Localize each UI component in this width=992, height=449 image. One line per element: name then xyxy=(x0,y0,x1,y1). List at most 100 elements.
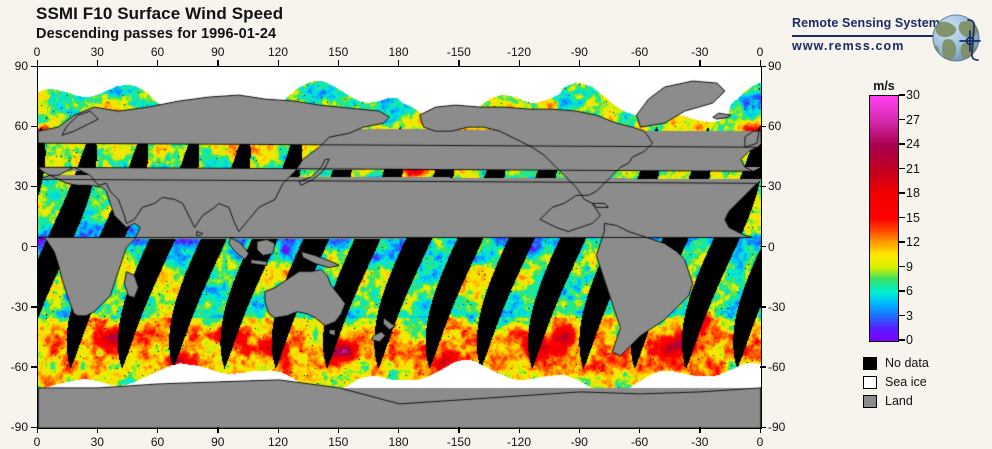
lon-tick-label: 90 xyxy=(211,45,225,59)
lon-tick xyxy=(36,427,38,433)
legend-label-land: Land xyxy=(885,394,913,408)
lat-tick xyxy=(760,65,766,67)
colorbar-tick-label: 18 xyxy=(906,186,920,200)
colorbar-tick-label: 30 xyxy=(906,88,920,102)
lon-tick xyxy=(518,427,520,433)
lon-tick-label: -30 xyxy=(691,45,709,59)
colorbar-tick-label: 15 xyxy=(906,210,920,225)
lon-tick-label: 0 xyxy=(756,45,764,59)
colorbar xyxy=(869,95,899,342)
lon-tick xyxy=(36,60,38,66)
lon-tick-label: 150 xyxy=(328,45,349,59)
lat-tick-label: -90 xyxy=(10,420,28,434)
lon-tick xyxy=(458,427,460,433)
lat-tick-label: 60 xyxy=(14,119,28,134)
lon-tick xyxy=(699,60,701,66)
legend-swatch-no-data xyxy=(863,357,877,370)
lon-tick-label: 30 xyxy=(90,435,104,449)
lon-tick xyxy=(96,427,99,433)
lon-tick-label: 60 xyxy=(150,435,165,449)
lon-tick-label: -90 xyxy=(570,45,588,59)
colorbar-tick-label: 24 xyxy=(906,137,920,151)
lat-tick xyxy=(760,246,766,248)
colorbar-tick xyxy=(899,143,905,145)
lat-tick-label: 60 xyxy=(768,119,782,134)
lat-tick-label: -60 xyxy=(10,359,28,374)
colorbar-tick xyxy=(899,265,905,268)
colorbar-tick xyxy=(899,216,905,219)
colorbar-tick xyxy=(899,94,905,96)
globe-integral-icon xyxy=(932,14,981,62)
colorbar-tick-label: 12 xyxy=(906,235,920,249)
legend-label-no-data: No data xyxy=(885,356,929,370)
lon-tick xyxy=(277,427,279,433)
lon-tick xyxy=(759,427,761,433)
lon-tick-label: -60 xyxy=(630,435,649,449)
lat-tick-label: 90 xyxy=(14,59,28,73)
colorbar-tick xyxy=(899,167,905,170)
lat-tick-label: -90 xyxy=(768,420,786,434)
lon-tick-label: 150 xyxy=(328,435,349,449)
brand-name: Remote Sensing Systems xyxy=(792,16,948,30)
lon-tick xyxy=(398,60,400,66)
brand-divider xyxy=(792,35,940,37)
lon-tick-label: -150 xyxy=(446,45,471,59)
lon-tick xyxy=(578,427,581,433)
lon-tick xyxy=(157,60,159,66)
lon-tick-label: -30 xyxy=(691,435,709,449)
colorbar-tick xyxy=(899,118,905,121)
lon-tick xyxy=(518,60,520,66)
colorbar-tick-label: 6 xyxy=(906,284,913,298)
legend-swatch-land xyxy=(863,395,877,408)
lat-tick xyxy=(31,65,37,67)
lon-tick-label: 0 xyxy=(33,435,41,449)
colorbar-tick-label: 0 xyxy=(906,333,913,347)
lon-tick xyxy=(157,427,159,433)
lat-tick xyxy=(31,246,37,248)
lat-tick-label: 0 xyxy=(21,239,28,254)
lat-tick-label: -30 xyxy=(10,299,28,314)
lat-tick xyxy=(760,306,766,308)
lon-tick-label: 120 xyxy=(267,45,289,59)
lon-tick-label: 180 xyxy=(388,435,409,449)
lon-tick xyxy=(639,60,641,66)
colorbar-tick xyxy=(899,314,905,317)
colorbar-tick-label: 9 xyxy=(906,259,913,274)
lon-tick xyxy=(578,60,581,66)
lon-tick-label: 90 xyxy=(211,435,225,449)
lon-tick xyxy=(639,427,641,433)
lat-tick-label: 30 xyxy=(14,179,28,194)
lon-tick xyxy=(699,427,701,433)
map-raster xyxy=(38,67,761,428)
lon-tick-label: -120 xyxy=(506,435,532,449)
lon-tick xyxy=(277,60,279,66)
legend-swatch-sea-ice xyxy=(863,376,877,389)
colorbar-unit-label: m/s xyxy=(873,79,895,93)
lon-tick-label: -150 xyxy=(446,435,471,449)
lon-tick xyxy=(398,427,400,433)
lat-tick-label: -30 xyxy=(768,299,786,314)
lat-tick xyxy=(760,125,766,128)
wind-speed-map[interactable] xyxy=(37,66,762,429)
lon-tick xyxy=(337,60,340,66)
lon-tick xyxy=(217,427,219,433)
lat-tick-label: -60 xyxy=(768,359,786,374)
brand-url[interactable]: www.remss.com xyxy=(792,39,905,53)
lon-tick xyxy=(759,60,761,66)
legend-label-sea-ice: Sea ice xyxy=(885,375,927,389)
colorbar-tick-label: 27 xyxy=(906,112,920,127)
brand-block: Remote Sensing Systems www.remss.com xyxy=(792,10,992,66)
lon-tick-label: 30 xyxy=(90,45,104,59)
lat-tick-label: 0 xyxy=(768,239,775,254)
lat-tick xyxy=(31,125,37,128)
page-subtitle: Descending passes for 1996-01-24 xyxy=(36,26,277,42)
colorbar-tick xyxy=(899,192,905,194)
page-title: SSMI F10 Surface Wind Speed xyxy=(36,4,284,23)
lon-tick-label: 180 xyxy=(388,45,409,59)
colorbar-tick-label: 21 xyxy=(906,161,920,176)
lon-tick-label: 0 xyxy=(33,45,41,59)
colorbar-tick-label: 3 xyxy=(906,308,913,323)
lon-tick-label: 60 xyxy=(150,45,165,59)
lat-tick-label: 30 xyxy=(768,179,782,194)
colorbar-tick xyxy=(899,241,905,243)
